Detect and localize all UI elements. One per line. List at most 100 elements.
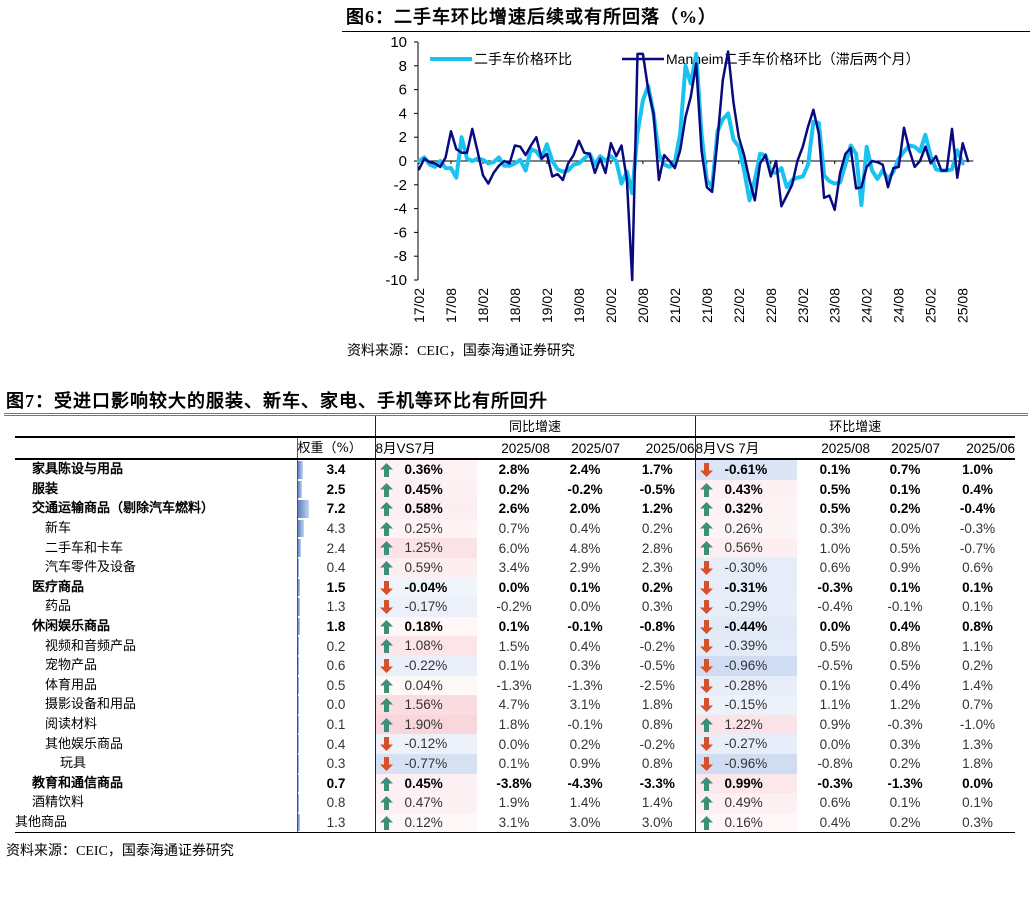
header-weight: 权重（%） <box>296 436 375 460</box>
mom-value-cell: 0.2% <box>962 658 993 674</box>
yoy-change-value: 1.90% <box>404 716 443 732</box>
yoy-value-cell: -3.8% <box>496 775 532 791</box>
arrow-up-icon <box>699 776 713 791</box>
weight-bar <box>298 617 301 636</box>
weight-value: 0.1 <box>326 717 346 733</box>
yoy-value-cell: 0.2% <box>569 736 601 752</box>
x-tick-label: 18/08 <box>507 288 523 323</box>
mom-value-cell: 0.7% <box>889 462 921 478</box>
arrow-up-icon <box>379 678 393 693</box>
yoy-value-cell: 4.8% <box>569 540 601 556</box>
mom-change-cell: -0.30% <box>694 557 801 578</box>
yoy-value-cell: 0.7% <box>498 521 530 537</box>
weight-cell: 1.5 <box>296 577 375 598</box>
x-tick-label: 24/02 <box>859 288 875 323</box>
row-name: 医疗商品 <box>32 579 85 595</box>
table-row: 服装 2.5 0.45% 0.2% -0.2% -0.5% 0.43% 0.5% 0.1% 0.4… <box>15 479 1015 500</box>
mom-change-cell: -0.28% <box>694 675 801 696</box>
yoy-change-cell: 1.08% <box>374 636 478 656</box>
header-yoy-m3: 2025/06 <box>620 436 696 460</box>
row-name: 家具陈设与用品 <box>32 462 124 478</box>
weight-cell: 0.0 <box>296 695 375 715</box>
x-tick-label: 22/02 <box>731 288 747 323</box>
mom-change-value: 0.32% <box>724 501 763 517</box>
mom-value-cell: 0.9% <box>819 717 851 733</box>
mom-change-cell: -0.44% <box>694 616 801 637</box>
yoy-change-cell: -0.04% <box>374 577 478 598</box>
weight-value: 2.5 <box>326 481 346 497</box>
yoy-change-cell: -0.22% <box>374 655 478 676</box>
weight-bar <box>298 813 300 832</box>
figure6-rule <box>342 31 1030 32</box>
mom-change-value: -0.39% <box>724 638 768 654</box>
arrow-up-icon <box>699 541 713 556</box>
yoy-change-cell: 1.25% <box>374 538 478 558</box>
table-row: 药品 1.3 -0.17% -0.2% 0.0% 0.3% -0.29% -0.4% -0.1%… <box>15 597 1015 617</box>
mom-value-cell: 0.5% <box>889 540 921 556</box>
mom-value-cell: 0.5% <box>819 501 851 517</box>
x-tick-label: 17/02 <box>411 288 427 323</box>
y-tick-label: -2 <box>394 177 407 194</box>
yoy-change-value: 0.12% <box>404 814 443 830</box>
weight-value: 1.3 <box>326 599 346 615</box>
yoy-value-cell: 0.8% <box>641 756 673 772</box>
yoy-change-value: 0.25% <box>404 520 443 536</box>
header-yoy-chg: 8月VS7月 <box>374 436 478 460</box>
arrow-up-icon <box>379 521 393 536</box>
mom-change-value: -0.96% <box>724 755 768 771</box>
x-tick-label: 18/02 <box>475 288 491 323</box>
yoy-change-cell: 0.18% <box>374 616 478 637</box>
yoy-value-cell: -0.1% <box>567 717 603 733</box>
y-tick-label: 10 <box>390 34 407 51</box>
yoy-value-cell: 0.8% <box>641 717 673 733</box>
weight-cell: 2.4 <box>296 538 375 558</box>
mom-value-cell: 0.5% <box>889 658 921 674</box>
cpi-goods-table: 同比增速 环比增速 权重（%） 8月VS7月 2025/08 2025/07 2… <box>15 416 1016 834</box>
figure7-title: 图7：受进口影响较大的服装、新车、家电、手机等环比有所回升 <box>6 391 548 411</box>
weight-bar <box>298 558 299 577</box>
series-line-0 <box>417 51 965 207</box>
x-tick-label: 25/02 <box>923 288 939 323</box>
yoy-value-cell: 0.2% <box>498 481 530 497</box>
yoy-value-cell: 2.8% <box>498 462 530 478</box>
weight-value: 4.3 <box>326 521 346 537</box>
mom-change-value: -0.29% <box>724 599 768 615</box>
yoy-value-cell: -0.5% <box>639 658 675 674</box>
yoy-value-cell: 0.1% <box>498 658 530 674</box>
mom-value-cell: 0.1% <box>819 677 851 693</box>
group-header-yoy: 同比增速 <box>374 416 696 437</box>
arrow-up-icon <box>379 717 393 732</box>
y-tick-label: 6 <box>399 82 407 99</box>
yoy-value-cell: 1.5% <box>498 638 530 654</box>
mom-value-cell: 0.1% <box>889 795 921 811</box>
yoy-value-cell: 0.0% <box>569 599 601 615</box>
weight-cell: 0.5 <box>296 675 375 696</box>
mom-value-cell: 0.4% <box>962 481 993 497</box>
mom-change-cell: -0.27% <box>694 734 801 754</box>
blank-header <box>15 416 375 437</box>
yoy-value-cell: -2.5% <box>639 677 675 693</box>
row-name: 药品 <box>45 599 72 615</box>
yoy-value-cell: 0.1% <box>569 579 601 595</box>
yoy-value-cell: -1.3% <box>567 677 603 693</box>
weight-value: 3.4 <box>326 462 346 478</box>
x-tick-label: 19/02 <box>539 288 555 323</box>
yoy-value-cell: 0.2% <box>641 521 673 537</box>
y-tick-label: -8 <box>394 248 407 265</box>
mom-value-cell: 1.1% <box>819 697 851 713</box>
yoy-change-cell: 0.45% <box>374 479 478 500</box>
mom-change-value: 0.99% <box>724 775 763 791</box>
arrow-up-icon <box>379 541 393 556</box>
row-name: 教育和通信商品 <box>32 775 124 791</box>
mom-change-value: -0.30% <box>724 559 768 575</box>
weight-value: 0.2 <box>326 638 346 654</box>
yoy-value-cell: 0.1% <box>498 756 530 772</box>
yoy-value-cell: -0.2% <box>639 736 675 752</box>
mom-change-value: -0.15% <box>724 697 768 713</box>
yoy-change-cell: 1.90% <box>374 714 478 735</box>
weight-bar <box>298 715 299 734</box>
weight-value: 1.3 <box>326 814 346 830</box>
arrow-down-icon <box>379 756 393 771</box>
arrow-up-icon <box>699 482 713 497</box>
header-mom-m3: 2025/06 <box>940 436 1016 460</box>
